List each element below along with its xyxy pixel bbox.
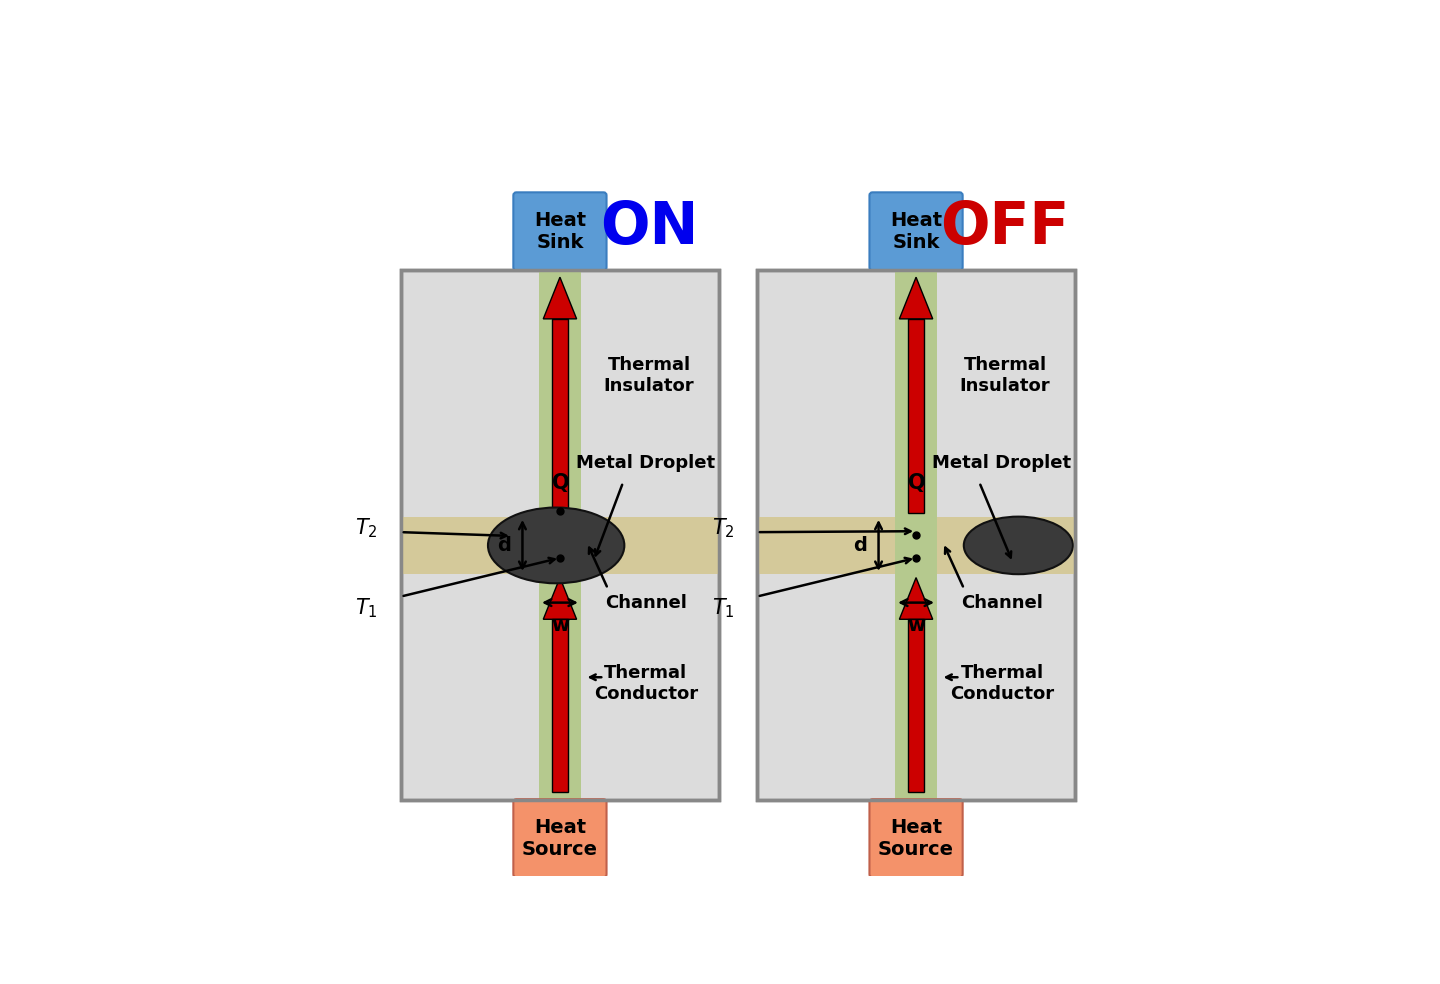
Bar <box>909 319 923 514</box>
Text: Metal Droplet: Metal Droplet <box>576 455 716 472</box>
Text: Channel: Channel <box>605 593 687 612</box>
Text: $\mathit{T}_1$: $\mathit{T}_1$ <box>711 596 734 620</box>
Bar <box>553 619 567 792</box>
Text: w: w <box>552 616 569 636</box>
Text: Heat
Source: Heat Source <box>878 818 955 859</box>
Text: Heat
Sink: Heat Sink <box>890 211 942 252</box>
FancyBboxPatch shape <box>870 799 963 878</box>
Text: Heat
Source: Heat Source <box>521 818 598 859</box>
Bar <box>400 270 719 800</box>
Text: Thermal
Insulator: Thermal Insulator <box>960 356 1050 396</box>
Text: Thermal
Conductor: Thermal Conductor <box>593 664 698 703</box>
Bar <box>400 517 719 574</box>
Text: Thermal
Conductor: Thermal Conductor <box>950 664 1054 703</box>
Text: ON: ON <box>600 200 698 257</box>
Polygon shape <box>543 578 576 619</box>
Text: $\mathit{T}_2$: $\mathit{T}_2$ <box>711 517 734 540</box>
Polygon shape <box>543 277 576 319</box>
Bar <box>757 517 1076 574</box>
Bar <box>909 619 923 792</box>
Text: Thermal
Insulator: Thermal Insulator <box>603 356 694 396</box>
FancyBboxPatch shape <box>870 192 963 271</box>
Text: d: d <box>497 536 511 555</box>
Bar <box>896 517 937 574</box>
Text: Heat
Sink: Heat Sink <box>534 211 586 252</box>
Bar <box>909 619 923 792</box>
Bar <box>539 517 580 574</box>
Polygon shape <box>900 578 933 619</box>
Bar <box>553 619 567 792</box>
Text: Metal Droplet: Metal Droplet <box>933 455 1071 472</box>
Bar <box>553 319 567 514</box>
Bar <box>896 270 937 800</box>
Text: OFF: OFF <box>940 200 1070 257</box>
Ellipse shape <box>963 517 1073 575</box>
Text: w: w <box>907 616 924 636</box>
FancyBboxPatch shape <box>513 799 606 878</box>
Bar <box>539 270 580 800</box>
Text: $\mathit{T}_2$: $\mathit{T}_2$ <box>356 517 379 540</box>
Bar <box>757 270 1076 800</box>
FancyBboxPatch shape <box>513 192 606 271</box>
Text: $\mathit{T}_1$: $\mathit{T}_1$ <box>356 596 379 620</box>
Text: d: d <box>854 536 867 555</box>
Bar <box>757 270 1076 800</box>
Polygon shape <box>900 277 933 319</box>
Text: $\mathbf{Q}$: $\mathbf{Q}$ <box>907 471 926 494</box>
Bar <box>909 319 923 514</box>
Ellipse shape <box>488 508 625 584</box>
Bar <box>553 319 567 514</box>
Bar <box>400 270 719 800</box>
Text: Channel: Channel <box>960 593 1043 612</box>
Text: $\mathbf{Q}$: $\mathbf{Q}$ <box>550 471 569 494</box>
